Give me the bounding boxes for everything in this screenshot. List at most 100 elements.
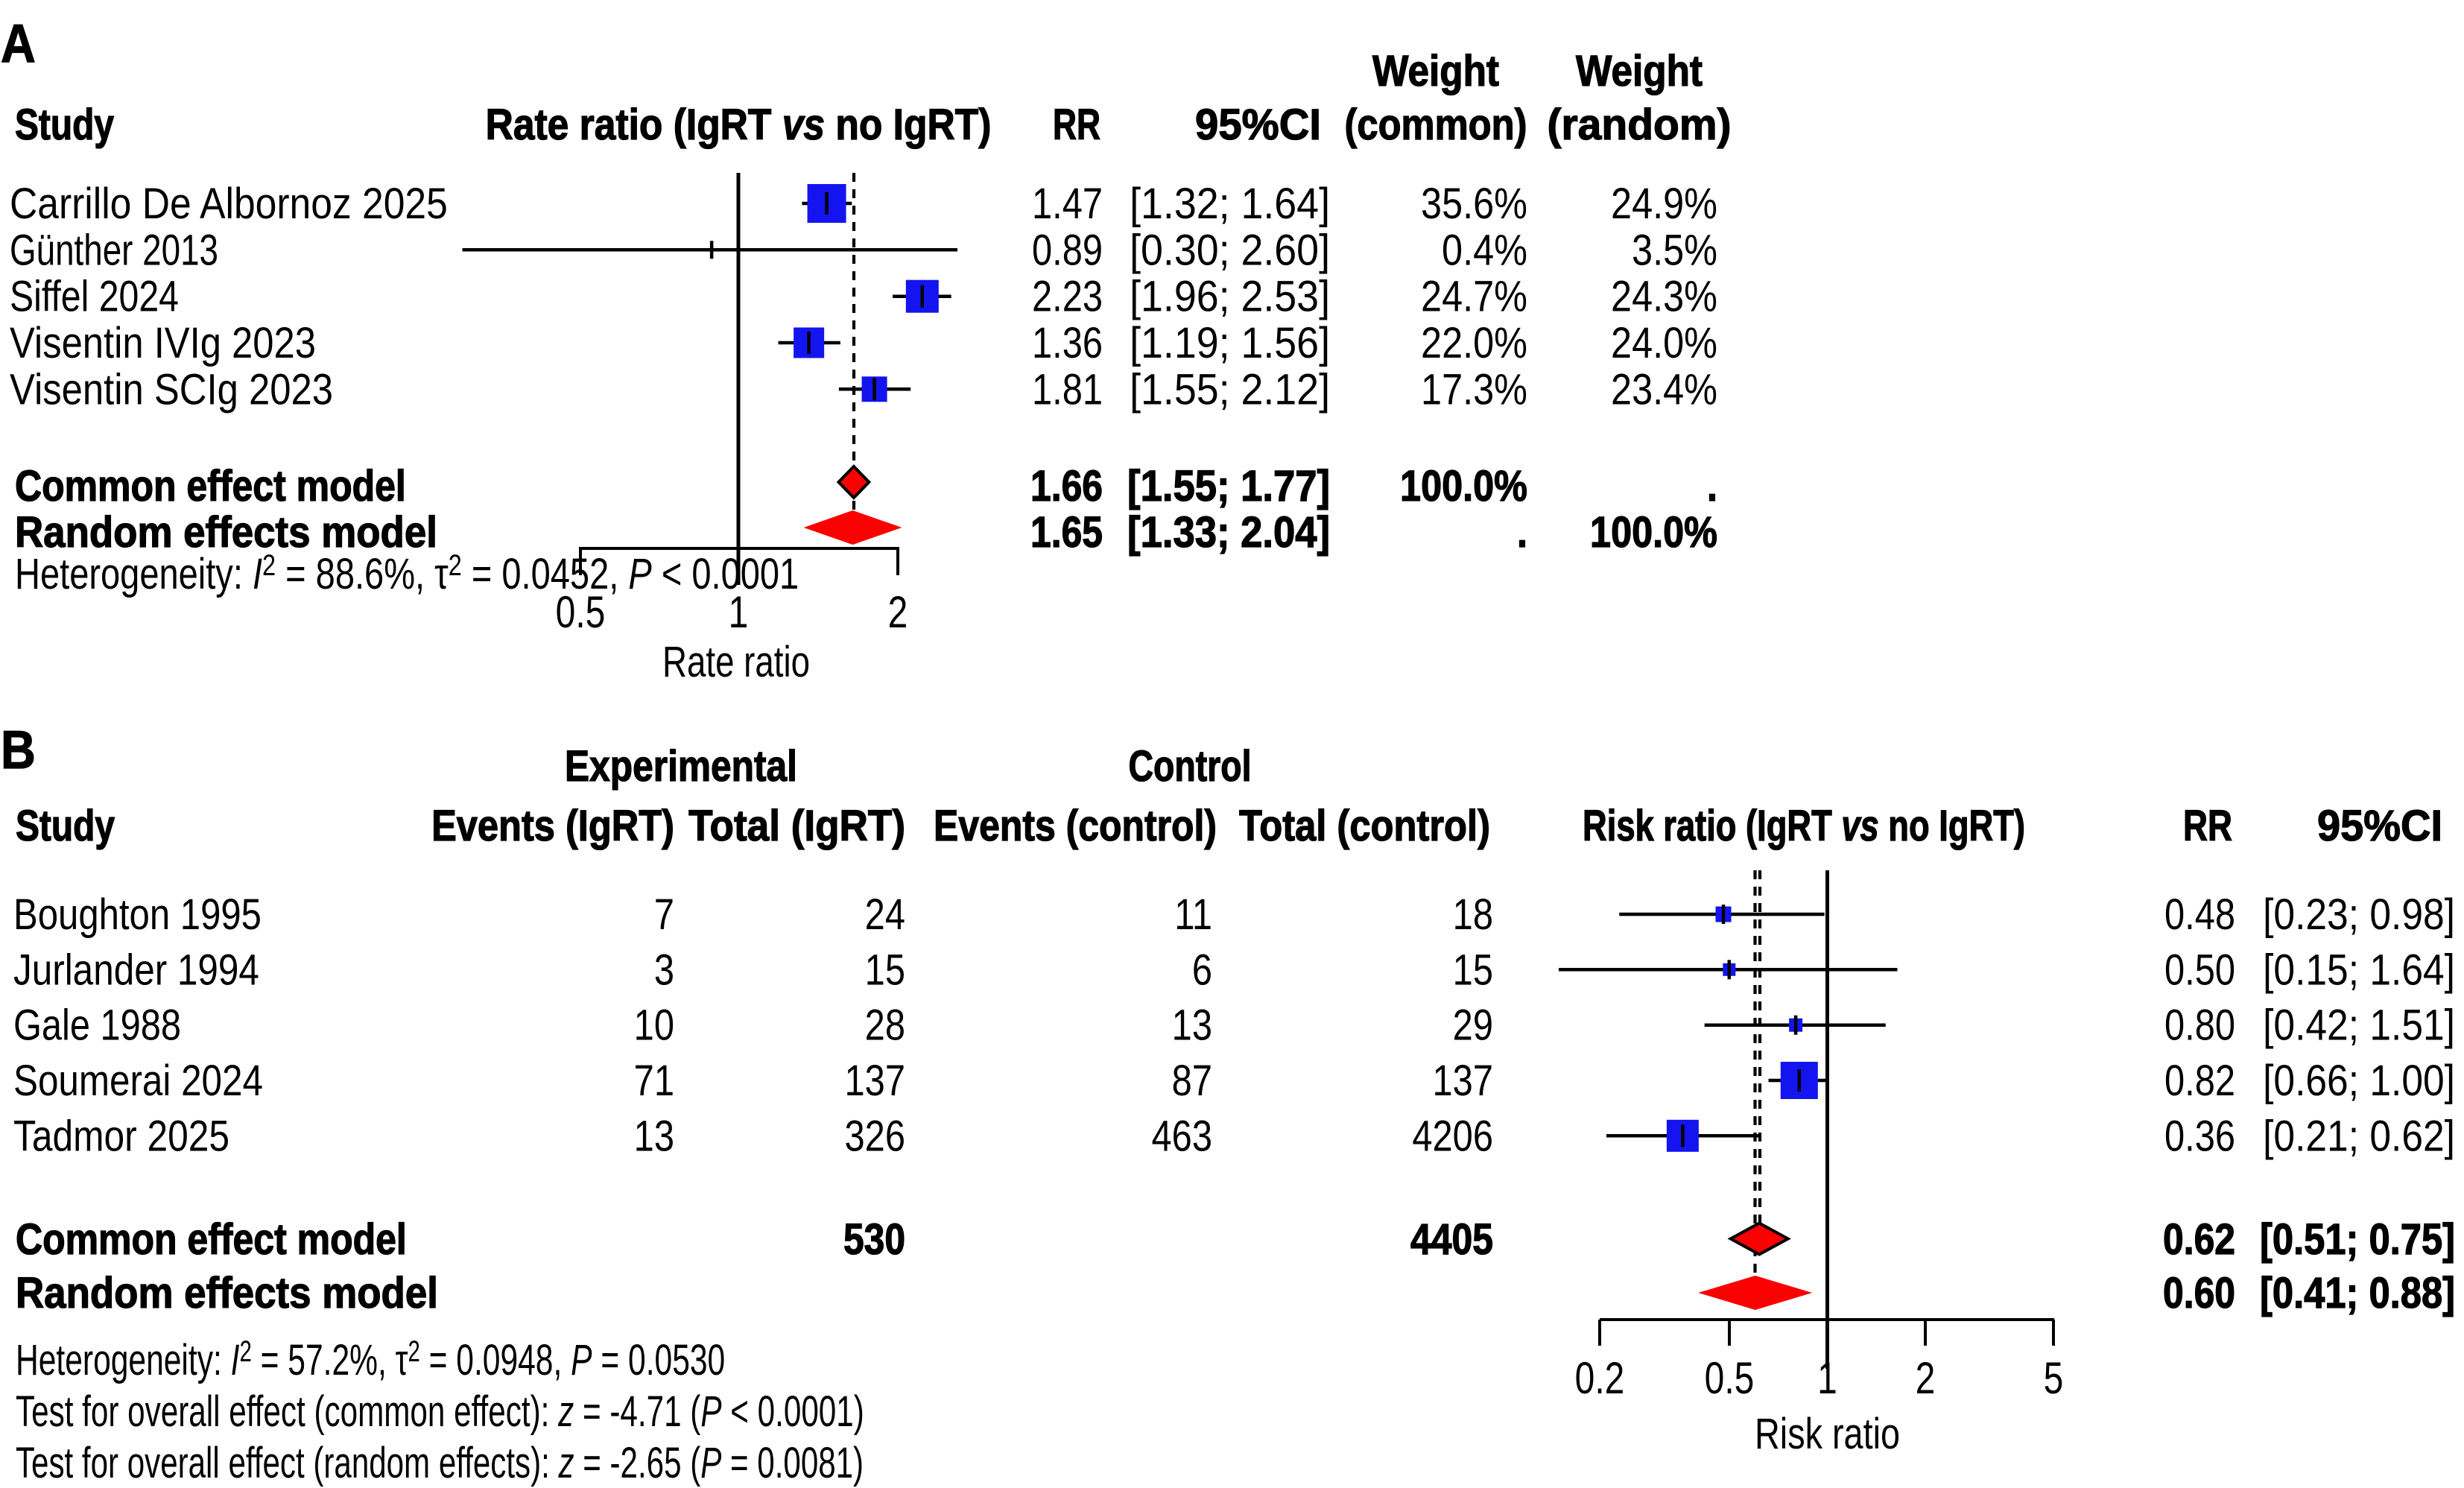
svg-text:1: 1 <box>729 587 749 637</box>
svg-text:0.5: 0.5 <box>556 587 606 637</box>
svg-text:137: 137 <box>1433 1057 1493 1105</box>
svg-text:RR: RR <box>2183 802 2232 850</box>
svg-text:24.7%: 24.7% <box>1421 272 1527 320</box>
svg-text:24.0%: 24.0% <box>1611 319 1717 367</box>
svg-text:11: 11 <box>1174 890 1212 939</box>
svg-text:5: 5 <box>2044 1353 2064 1403</box>
svg-text:1: 1 <box>1817 1353 1837 1403</box>
svg-text:15: 15 <box>1453 946 1493 994</box>
svg-text:[0.51; 0.75]: [0.51; 0.75] <box>2260 1215 2455 1264</box>
svg-text:Rate ratio: Rate ratio <box>662 639 810 686</box>
svg-text:100.0%: 100.0% <box>1590 508 1717 557</box>
svg-text:.: . <box>1707 462 1717 510</box>
svg-text:[0.23; 0.98]: [0.23; 0.98] <box>2263 890 2455 939</box>
svg-text:(common): (common) <box>1345 101 1527 149</box>
svg-text:Study: Study <box>15 101 114 149</box>
svg-text:Carrillo De Albornoz 2025: Carrillo De Albornoz 2025 <box>10 179 448 228</box>
svg-text:Heterogeneity: I2 = 88.6%, τ2: Heterogeneity: I2 = 88.6%, τ2 = 0.0452, … <box>15 548 799 598</box>
svg-text:Weight: Weight <box>1576 46 1703 95</box>
svg-text:29: 29 <box>1453 1001 1493 1050</box>
svg-text:Weight: Weight <box>1372 46 1499 95</box>
svg-text:0.50: 0.50 <box>2164 946 2235 994</box>
svg-text:24: 24 <box>865 890 905 939</box>
svg-text:0.2: 0.2 <box>1575 1353 1625 1403</box>
svg-text:(random): (random) <box>1548 101 1732 150</box>
svg-text:Common effect model: Common effect model <box>15 463 406 510</box>
svg-text:Study: Study <box>16 802 115 850</box>
svg-text:2.23: 2.23 <box>1032 273 1103 321</box>
svg-text:1.47: 1.47 <box>1032 180 1103 228</box>
svg-text:0.36: 0.36 <box>2164 1112 2235 1160</box>
svg-text:15: 15 <box>865 946 905 994</box>
svg-text:Heterogeneity: I2 = 57.2%, τ2: Heterogeneity: I2 = 57.2%, τ2 = 0.0948, … <box>16 1335 725 1384</box>
svg-text:0.48: 0.48 <box>2164 890 2235 939</box>
svg-text:Rate ratio (IgRT vs no IgRT): Rate ratio (IgRT vs no IgRT) <box>486 100 992 149</box>
svg-text:0.82: 0.82 <box>2164 1057 2235 1105</box>
svg-text:1.81: 1.81 <box>1032 365 1103 414</box>
svg-text:6: 6 <box>1192 946 1212 994</box>
svg-text:1.36: 1.36 <box>1032 319 1103 367</box>
svg-text:[1.19; 1.56]: [1.19; 1.56] <box>1130 318 1330 367</box>
svg-text:95%CI: 95%CI <box>1195 101 1321 149</box>
svg-text:87: 87 <box>1172 1057 1212 1105</box>
svg-text:[1.32; 1.64]: [1.32; 1.64] <box>1130 179 1330 227</box>
svg-text:Risk ratio: Risk ratio <box>1755 1410 1900 1458</box>
svg-text:.: . <box>1517 508 1527 557</box>
svg-text:22.0%: 22.0% <box>1421 319 1527 367</box>
svg-text:Test for overall effect (rando: Test for overall effect (random effects)… <box>16 1438 864 1487</box>
svg-text:Boughton 1995: Boughton 1995 <box>13 890 262 939</box>
svg-text:23.4%: 23.4% <box>1611 365 1717 414</box>
svg-text:463: 463 <box>1152 1112 1212 1160</box>
svg-text:3.5%: 3.5% <box>1632 226 1717 274</box>
svg-text:[1.33; 2.04]: [1.33; 2.04] <box>1127 508 1330 557</box>
svg-text:Soumerai 2024: Soumerai 2024 <box>13 1057 263 1105</box>
svg-text:Total (control): Total (control) <box>1239 802 1490 850</box>
svg-text:13: 13 <box>1172 1001 1212 1050</box>
svg-text:100.0%: 100.0% <box>1400 462 1527 510</box>
svg-text:10: 10 <box>634 1001 674 1050</box>
svg-text:Gale 1988: Gale 1988 <box>13 1002 181 1050</box>
svg-text:Jurlander 1994: Jurlander 1994 <box>13 946 259 995</box>
svg-text:Tadmor 2025: Tadmor 2025 <box>13 1112 229 1160</box>
svg-text:Events (IgRT): Events (IgRT) <box>431 802 674 850</box>
svg-text:1.66: 1.66 <box>1030 463 1103 510</box>
svg-text:7: 7 <box>654 890 674 939</box>
svg-text:4405: 4405 <box>1410 1216 1493 1264</box>
svg-text:3: 3 <box>654 946 674 994</box>
svg-text:[1.96; 2.53]: [1.96; 2.53] <box>1130 272 1330 320</box>
svg-text:Random effects model: Random effects model <box>16 1269 438 1317</box>
svg-text:Visentin IVIg 2023: Visentin IVIg 2023 <box>10 319 316 367</box>
svg-text:24.3%: 24.3% <box>1611 272 1717 320</box>
svg-text:35.6%: 35.6% <box>1421 180 1527 228</box>
svg-text:28: 28 <box>865 1001 905 1050</box>
svg-text:RR: RR <box>1053 100 1100 148</box>
svg-text:0.60: 0.60 <box>2163 1270 2235 1317</box>
svg-text:0.89: 0.89 <box>1032 226 1103 274</box>
svg-text:13: 13 <box>634 1112 674 1160</box>
svg-text:[0.42; 1.51]: [0.42; 1.51] <box>2263 1001 2455 1050</box>
svg-text:0.80: 0.80 <box>2164 1001 2235 1050</box>
svg-text:Random effects model: Random effects model <box>15 508 437 557</box>
svg-text:Visentin SCIg 2023: Visentin SCIg 2023 <box>10 365 333 414</box>
svg-text:17.3%: 17.3% <box>1421 365 1527 414</box>
svg-text:Siffel 2024: Siffel 2024 <box>10 273 179 321</box>
svg-text:A: A <box>1 13 36 74</box>
svg-text:Test for overall effect (commo: Test for overall effect (common effect):… <box>16 1387 864 1435</box>
svg-text:Günther 2013: Günther 2013 <box>10 227 218 274</box>
svg-text:0.62: 0.62 <box>2163 1216 2235 1264</box>
svg-text:[0.41; 0.88]: [0.41; 0.88] <box>2260 1269 2455 1317</box>
svg-text:137: 137 <box>845 1057 905 1105</box>
svg-text:Experimental: Experimental <box>565 742 797 790</box>
svg-text:[0.21; 0.62]: [0.21; 0.62] <box>2263 1111 2455 1160</box>
svg-text:95%CI: 95%CI <box>2317 802 2442 850</box>
svg-text:[1.55; 1.77]: [1.55; 1.77] <box>1127 462 1330 510</box>
svg-text:Risk ratio (IgRT vs no IgRT): Risk ratio (IgRT vs no IgRT) <box>1583 802 2025 851</box>
svg-text:0.5: 0.5 <box>1705 1353 1755 1403</box>
svg-text:4206: 4206 <box>1412 1112 1493 1160</box>
svg-text:0.4%: 0.4% <box>1442 226 1527 274</box>
svg-text:B: B <box>1 720 36 780</box>
svg-text:Control: Control <box>1129 742 1252 791</box>
svg-text:2: 2 <box>888 587 908 637</box>
svg-text:[0.30; 2.60]: [0.30; 2.60] <box>1130 225 1330 273</box>
svg-text:[0.15; 1.64]: [0.15; 1.64] <box>2263 945 2455 994</box>
